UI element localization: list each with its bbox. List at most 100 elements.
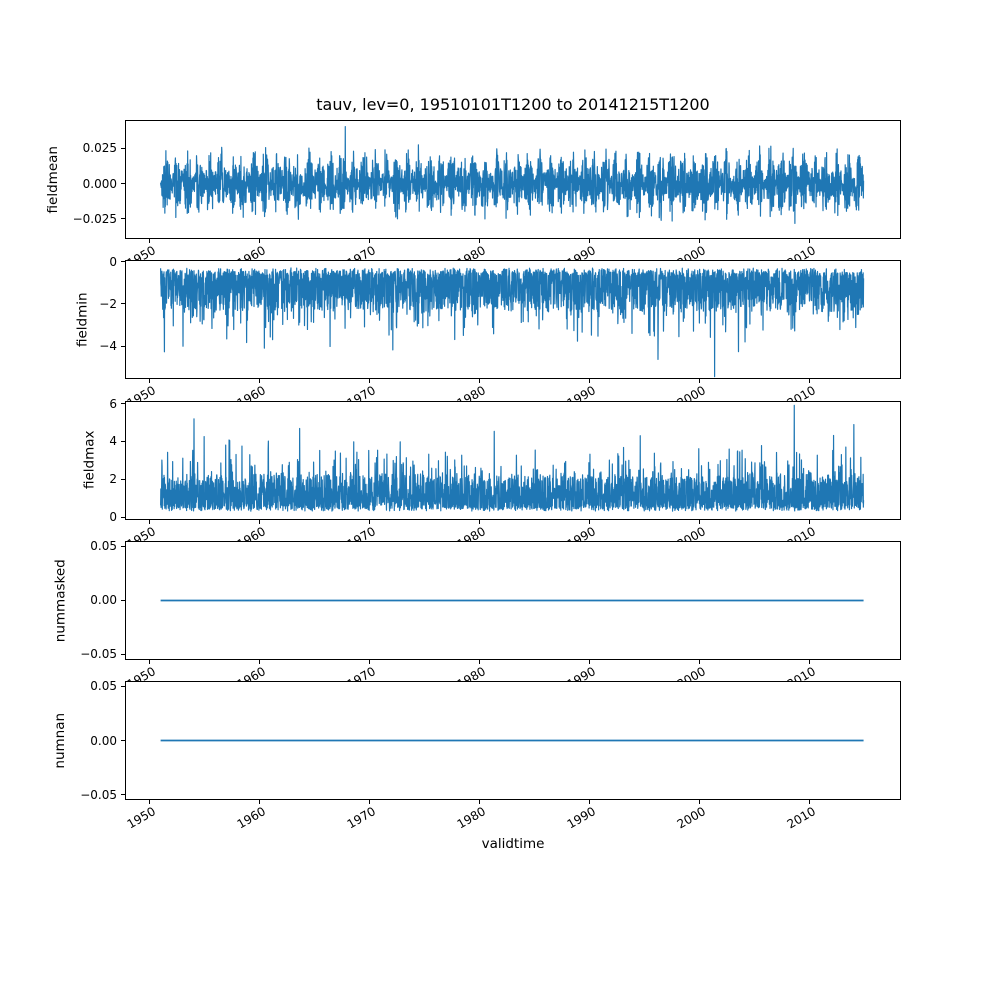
x-tick-mark	[588, 239, 590, 243]
y-tick-label-fieldmean: 0.025	[82, 141, 117, 156]
x-tick-label: 2010	[784, 804, 818, 832]
y-tick-mark	[121, 478, 125, 480]
x-tick-mark	[149, 519, 151, 524]
y-tick-mark	[121, 403, 125, 404]
x-tick-label: 1980	[454, 804, 488, 832]
y-tick-label-numnan: −0.05	[80, 787, 117, 802]
x-tick-mark	[259, 659, 260, 664]
x-tick-mark	[808, 800, 810, 804]
x-tick-mark	[369, 379, 370, 384]
y-axis-label-numnan: numnan	[52, 712, 69, 769]
y-tick-label-fieldmin: −2	[99, 296, 117, 311]
axes-numnan: 0.05 0.00 −0.05 1950 1960 1970 1980 1990 2000 201…	[52, 680, 901, 832]
y-tick-label-nummasked: −0.05	[80, 647, 117, 662]
y-axis-label-strip: nummasked	[51, 541, 71, 660]
y-tick-mark	[121, 740, 125, 741]
x-tick-mark	[259, 519, 260, 524]
x-tick-mark	[808, 379, 810, 384]
x-tick-mark	[808, 239, 810, 243]
x-tick-mark	[259, 800, 260, 804]
x-tick-mark	[369, 659, 370, 664]
axes-fieldmin: 0 −2 −4 1950 1960 1970 1980 1990 2000 2010 fieldmi…	[74, 256, 901, 411]
x-tick-mark	[698, 800, 700, 804]
x-tick-mark	[149, 239, 151, 243]
x-tick-mark	[478, 239, 480, 243]
x-tick-mark	[149, 379, 151, 384]
y-tick-mark	[121, 599, 125, 601]
y-tick-label-nummasked: 0.00	[90, 593, 117, 608]
axes-nummasked: 0.05 0.00 −0.05 1950 1960 1970 1980 1990 2000 201…	[52, 540, 901, 691]
y-tick-label-numnan: 0.00	[90, 733, 117, 748]
x-tick-label: 1970	[344, 804, 378, 832]
series-plot-area-fieldmean	[160, 125, 865, 225]
y-tick-mark	[121, 147, 125, 149]
y-tick-mark	[121, 545, 125, 547]
y-axis-label-strip: fieldmin	[73, 260, 93, 379]
y-tick-label-fieldmax: 6	[109, 396, 117, 411]
y-tick-label-nummasked: 0.05	[90, 539, 117, 554]
series-plot-area-numnan	[160, 739, 864, 742]
x-tick-mark	[588, 519, 590, 524]
y-tick-label-numnan: 0.05	[90, 679, 117, 694]
x-axis-label: validtime	[481, 836, 545, 852]
y-axis-label-fieldmax: fieldmax	[81, 430, 98, 490]
x-tick-mark	[478, 659, 480, 664]
y-tick-mark	[121, 516, 125, 518]
y-tick-mark	[121, 183, 125, 184]
y-tick-mark	[121, 794, 125, 796]
y-tick-mark	[121, 303, 125, 305]
x-tick-mark	[259, 239, 260, 243]
y-axis-label-fieldmean: fieldmean	[45, 145, 62, 214]
y-tick-label-fieldmax: 0	[109, 510, 117, 524]
series-plot-area-fieldmin	[160, 267, 865, 378]
y-tick-label-fieldmax: 4	[109, 434, 117, 449]
x-tick-mark	[808, 519, 810, 524]
x-tick-mark	[698, 239, 700, 243]
y-tick-mark	[121, 440, 125, 442]
y-tick-mark	[121, 685, 125, 687]
y-axis-label-strip: fieldmean	[44, 120, 64, 239]
figure-title: tauv, lev=0, 19510101T1200 to 20141215T1…	[316, 95, 710, 114]
y-axis-label-nummasked: nummasked	[52, 558, 69, 642]
x-tick-label: 1950	[124, 804, 159, 832]
series-plot-area-fieldmax	[160, 404, 865, 512]
axes-fieldmax: 0 2 4 6 1950 1960 1970 1980 1990 2000 2010 fieldmax	[81, 398, 901, 551]
x-tick-mark	[588, 379, 590, 384]
x-tick-label: 2000	[674, 804, 708, 832]
series-line-fieldmax	[160, 404, 865, 512]
x-tick-mark	[588, 659, 590, 664]
x-tick-mark	[369, 800, 370, 804]
y-tick-mark	[121, 260, 125, 262]
y-axis-label-strip: numnan	[51, 681, 71, 800]
y-tick-label-fieldmean: −0.025	[72, 211, 117, 226]
y-tick-mark	[121, 653, 125, 655]
series-plot-area-nummasked	[160, 599, 864, 602]
y-axis-label-strip: fieldmax	[80, 401, 100, 520]
series-line-fieldmin	[160, 267, 865, 378]
y-tick-mark	[121, 345, 125, 347]
axes-fieldmean: 0.025 0.000 −0.025 1950 1960 1970 1980 1990 2000…	[45, 120, 901, 271]
x-tick-label: 1990	[564, 804, 598, 832]
x-tick-mark	[808, 659, 810, 664]
y-tick-label-fieldmean: 0.000	[82, 176, 117, 191]
y-tick-label-fieldmin: −4	[99, 339, 117, 354]
x-tick-mark	[478, 519, 480, 524]
y-tick-label-fieldmin: 0	[109, 254, 117, 269]
x-tick-label: 1960	[234, 804, 268, 832]
y-tick-mark	[121, 218, 125, 220]
y-tick-label-fieldmax: 2	[109, 472, 117, 487]
y-axis-label-fieldmin: fieldmin	[74, 292, 91, 348]
x-tick-mark	[369, 239, 370, 243]
x-tick-mark	[588, 800, 590, 804]
x-tick-mark	[369, 519, 370, 524]
x-tick-mark	[698, 659, 700, 664]
x-tick-mark	[478, 379, 480, 384]
x-tick-mark	[149, 800, 151, 804]
x-tick-mark	[259, 379, 260, 384]
x-tick-mark	[698, 379, 700, 384]
x-tick-mark	[698, 519, 700, 524]
series-line-fieldmean	[160, 125, 865, 225]
x-tick-mark	[149, 659, 151, 664]
x-tick-mark	[478, 800, 480, 804]
